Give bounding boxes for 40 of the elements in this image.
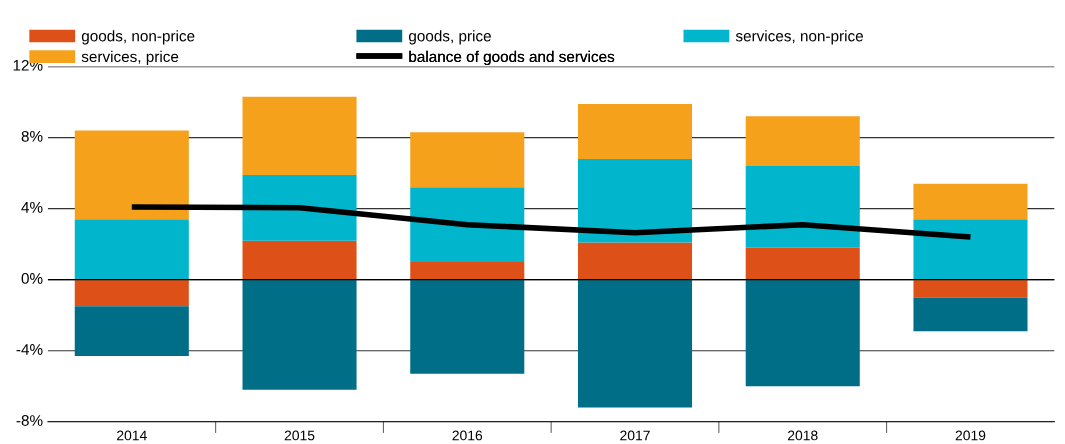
- bar: [242, 240, 357, 280]
- x-tick-label: 2019: [955, 430, 986, 441]
- bar: [913, 297, 1028, 332]
- x-tick-label: 2014: [117, 430, 147, 441]
- x-tick-label: 2017: [620, 430, 650, 441]
- x-tick-label: 2016: [452, 430, 483, 441]
- x-tick-label: 2018: [788, 430, 818, 441]
- bar: [913, 279, 1028, 298]
- legend-label: goods, price: [409, 30, 491, 45]
- bar: [242, 279, 357, 390]
- legend-label: services, price: [81, 50, 179, 66]
- y-tick-label: -8%: [16, 415, 43, 426]
- bar: [74, 219, 189, 280]
- bar: [242, 174, 357, 241]
- bar: [74, 306, 189, 357]
- bar: [410, 279, 525, 374]
- y-tick-label: 8%: [21, 130, 43, 142]
- bar: [577, 242, 693, 280]
- bar: [577, 103, 693, 159]
- y-tick-label: -4%: [16, 344, 43, 355]
- y-tick-label: 4%: [21, 202, 43, 213]
- bar: [74, 130, 189, 220]
- y-tick-label: 0%: [21, 273, 43, 284]
- bar: [242, 96, 357, 175]
- bar: [410, 187, 525, 262]
- bar: [410, 261, 525, 280]
- bar: [74, 279, 189, 307]
- bar: [745, 166, 860, 248]
- bar: [577, 158, 693, 243]
- bar: [745, 116, 860, 167]
- legend-label: services, non-price: [735, 30, 863, 45]
- bar: [913, 183, 1028, 220]
- bar: [410, 132, 525, 188]
- legend-label: goods, non-price: [81, 30, 195, 45]
- bar: [745, 247, 860, 280]
- bar: [913, 219, 1028, 280]
- legend-label: balance of goods and services: [409, 50, 615, 66]
- x-tick-label: 2015: [284, 430, 315, 441]
- bar: [577, 279, 693, 408]
- bar: [745, 279, 860, 387]
